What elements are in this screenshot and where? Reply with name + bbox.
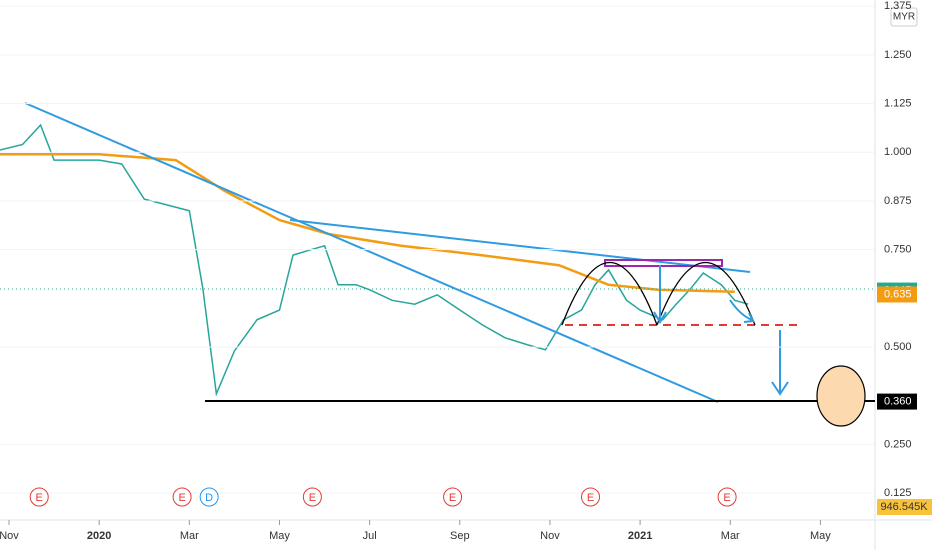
trendline bbox=[24, 102, 719, 403]
y-tick-label: 1.000 bbox=[884, 146, 912, 158]
price-badge bbox=[877, 393, 917, 410]
x-tick-label: May bbox=[810, 530, 831, 542]
target-circle bbox=[816, 365, 866, 427]
event-label: E bbox=[449, 492, 456, 504]
arrow-head bbox=[743, 312, 755, 323]
x-tick-label: Jul bbox=[363, 530, 377, 542]
arch bbox=[656, 262, 756, 326]
x-tick-label: 2020 bbox=[87, 530, 111, 542]
drawings bbox=[24, 102, 875, 427]
y-tick-label: 0.125 bbox=[884, 487, 912, 499]
event-marker bbox=[199, 487, 219, 507]
event-marker bbox=[29, 487, 49, 507]
x-tick-label: Mar bbox=[721, 530, 740, 542]
trendline bbox=[289, 219, 751, 273]
x-tick-label: Sep bbox=[450, 530, 470, 542]
x-tick-label: Mar bbox=[180, 530, 199, 542]
volume-badge bbox=[877, 499, 932, 515]
y-tick-label: 1.250 bbox=[884, 49, 912, 61]
arrow bbox=[729, 299, 753, 321]
y-tick-label: 0.875 bbox=[884, 195, 912, 207]
x-tick-label: Nov bbox=[0, 530, 19, 542]
event-marker bbox=[443, 487, 463, 507]
x-tick-label: May bbox=[269, 530, 290, 542]
price-line bbox=[0, 152, 735, 293]
y-tick-label: 0.750 bbox=[884, 244, 912, 256]
price-badge-label: 0.360 bbox=[884, 395, 912, 407]
y-tick-label: 0.500 bbox=[884, 341, 912, 353]
event-label: D bbox=[205, 492, 213, 504]
event-label: E bbox=[36, 492, 43, 504]
x-tick-label: 2021 bbox=[628, 530, 652, 542]
event-marker bbox=[172, 487, 192, 507]
volume-label: 946.545K bbox=[880, 501, 928, 513]
event-label: E bbox=[309, 492, 316, 504]
price-badge bbox=[877, 286, 917, 303]
price-line bbox=[0, 123, 749, 397]
event-label: E bbox=[587, 492, 594, 504]
event-marker bbox=[717, 487, 737, 507]
price-badge-label: 0.635 bbox=[884, 288, 912, 300]
x-tick-label: Nov bbox=[540, 530, 560, 542]
y-tick-label: 1.375 bbox=[884, 0, 912, 12]
y-tick-label: 1.125 bbox=[884, 98, 912, 110]
currency: MYR bbox=[893, 12, 915, 23]
arch bbox=[561, 262, 658, 326]
event-label: E bbox=[723, 492, 730, 504]
arrow-head bbox=[771, 381, 789, 396]
arrow-head bbox=[653, 311, 667, 324]
currency-box bbox=[890, 7, 918, 27]
event-marker bbox=[581, 487, 601, 507]
event-marker bbox=[302, 487, 322, 507]
y-tick-label: 0.250 bbox=[884, 438, 912, 450]
event-label: E bbox=[178, 492, 185, 504]
